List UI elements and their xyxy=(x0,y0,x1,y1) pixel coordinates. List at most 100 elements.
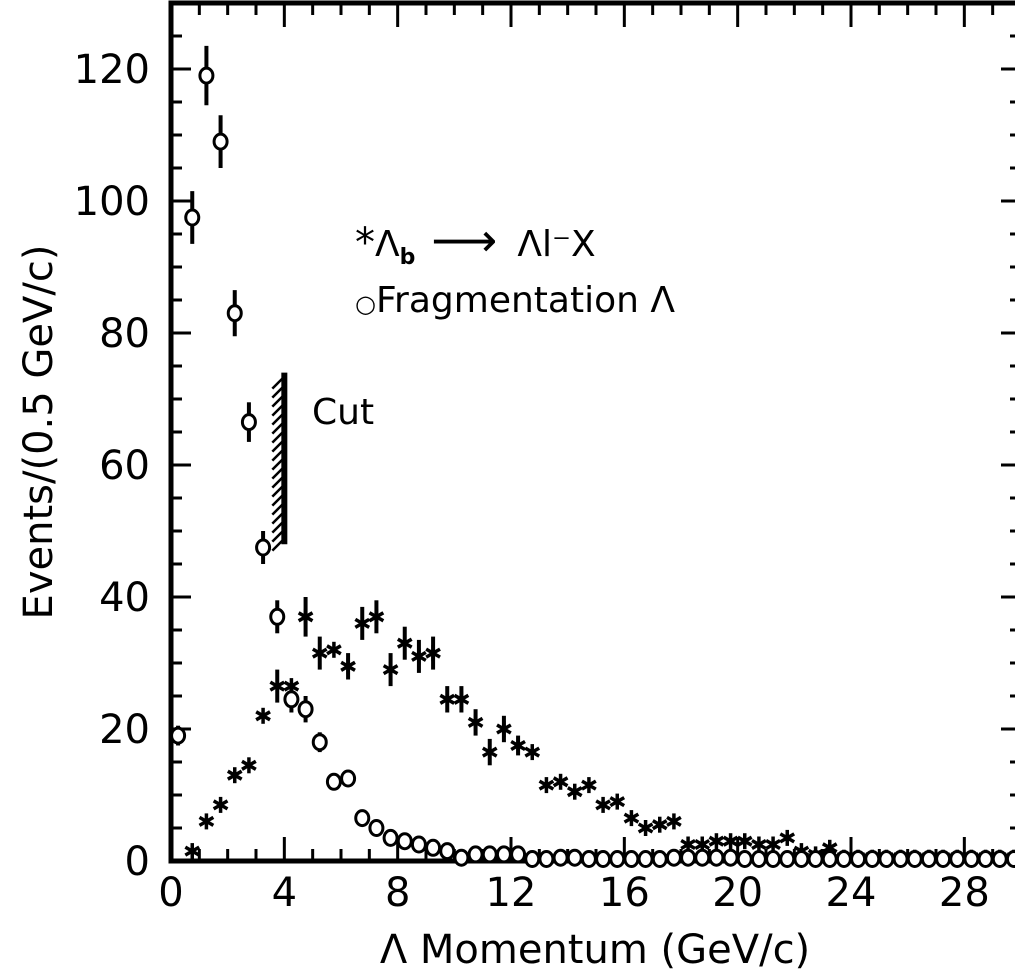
lambda-b-point xyxy=(311,645,328,662)
fragmentation-point xyxy=(906,850,923,869)
hatch-stroke xyxy=(271,539,284,552)
hatch-stroke xyxy=(271,413,284,426)
cut-marker: Cut xyxy=(271,372,374,552)
hatch-stroke xyxy=(271,512,284,525)
lambda-b-point xyxy=(212,796,229,813)
fragmentation-point xyxy=(793,850,810,869)
legend-entry-2: ○Fragmentation Λ xyxy=(355,280,675,321)
fragmentation-point xyxy=(949,850,966,869)
hatch-stroke xyxy=(271,494,284,507)
lambda-b-point xyxy=(453,691,470,708)
y-tick-label: 80 xyxy=(99,311,150,357)
plot-frame xyxy=(168,0,1015,864)
y-tick-label: 120 xyxy=(74,47,150,93)
lambda-b-point xyxy=(481,744,498,761)
fragmentation-point xyxy=(708,848,725,867)
lambda-b-point xyxy=(736,833,753,850)
lambda-b-point xyxy=(779,829,796,846)
x-tick-label: 8 xyxy=(385,870,410,916)
fragmentation-point xyxy=(963,850,980,869)
fragmentation-point xyxy=(1005,850,1015,869)
lambda-b-point xyxy=(326,641,342,658)
y-tick-label: 60 xyxy=(99,443,150,489)
x-tick-label: 20 xyxy=(712,870,763,916)
fragmentation-point xyxy=(240,413,257,432)
hatch-stroke xyxy=(271,422,284,435)
fragmentation-point xyxy=(510,845,527,864)
fragmentation-point xyxy=(439,842,456,861)
fragmentation-point xyxy=(850,850,867,869)
legend-lambda: Λ xyxy=(375,224,400,265)
lambda-b-point xyxy=(340,658,356,675)
lambda-b-point xyxy=(354,615,371,632)
hatch-stroke xyxy=(271,521,284,534)
hatch-stroke xyxy=(271,431,284,444)
fragmentation-point xyxy=(453,848,470,867)
lambda-b-point xyxy=(198,813,215,830)
fragmentation-point xyxy=(311,733,328,752)
cut-label: Cut xyxy=(312,392,374,433)
fragmentation-point xyxy=(637,850,654,869)
lambda-b-point xyxy=(184,843,201,860)
fragmentation-point xyxy=(425,838,442,857)
fragmentation-point xyxy=(864,850,881,869)
lambda-b-point xyxy=(241,757,257,774)
fragmentation-point xyxy=(255,538,272,557)
fragmentation-point xyxy=(283,690,300,709)
lambda-b-point xyxy=(538,777,555,794)
fragmentation-point xyxy=(623,850,640,869)
hatch-stroke xyxy=(271,530,284,543)
legend-symbol-asterisk: * xyxy=(355,220,375,266)
hatch-stroke xyxy=(271,467,284,480)
fragmentation-point xyxy=(892,850,909,869)
fragmentation-point xyxy=(538,850,555,869)
x-tick-label: 16 xyxy=(599,870,650,916)
fragmentation-point xyxy=(170,726,187,745)
lambda-b-point xyxy=(552,773,569,790)
lambda-b-point xyxy=(368,608,385,625)
legend-arrow: ⟶ xyxy=(431,213,497,267)
lambda-b-point xyxy=(510,737,526,754)
hatch-stroke xyxy=(271,503,284,516)
fragmentation-point xyxy=(680,848,697,867)
lambda-b-point xyxy=(637,820,654,836)
hatch-stroke xyxy=(271,449,284,462)
x-tick-label: 4 xyxy=(272,870,297,916)
fragmentation-point xyxy=(807,850,824,869)
hatch-stroke xyxy=(271,395,284,408)
y-tick-label: 0 xyxy=(125,839,150,885)
hatch-stroke xyxy=(271,458,284,471)
lambda-b-point xyxy=(623,810,640,827)
fragmentation-point xyxy=(382,828,399,847)
fragmentation-point xyxy=(226,304,243,323)
fragmentation-point xyxy=(467,845,484,864)
fragmentation-point xyxy=(340,769,357,788)
fragmentation-point xyxy=(694,848,711,867)
legend: *Λb ⟶ Λl⁻X ○Fragmentation Λ xyxy=(355,213,675,321)
hatch-stroke xyxy=(271,386,284,399)
fragmentation-point xyxy=(736,850,753,869)
fragmentation-point xyxy=(935,850,952,869)
fragmentation-point xyxy=(354,809,371,828)
cut-hatching xyxy=(271,377,284,552)
fragmentation-point xyxy=(722,848,739,867)
lambda-b-point xyxy=(708,833,725,850)
x-tick-label: 24 xyxy=(826,870,877,916)
y-tick-label: 100 xyxy=(74,179,150,225)
lambda-b-point xyxy=(595,796,611,813)
fragmentation-point xyxy=(779,850,796,869)
fragmentation-point xyxy=(184,208,201,227)
fragmentation-point xyxy=(198,66,215,85)
lambda-b-point xyxy=(651,816,668,833)
fragmentation-point xyxy=(580,850,597,869)
fragmentation-point xyxy=(835,850,852,869)
fragmentation-point xyxy=(750,850,767,869)
lambda-b-point xyxy=(765,836,781,853)
fragmentation-point xyxy=(269,607,286,626)
hatch-stroke xyxy=(271,377,284,390)
fragmentation-point xyxy=(368,819,385,837)
x-axis-title: Λ Momentum (GeV/c) xyxy=(380,927,810,973)
fragmentation-point xyxy=(396,832,413,851)
y-axis-title: Events/(0.5 GeV/c) xyxy=(16,245,62,620)
